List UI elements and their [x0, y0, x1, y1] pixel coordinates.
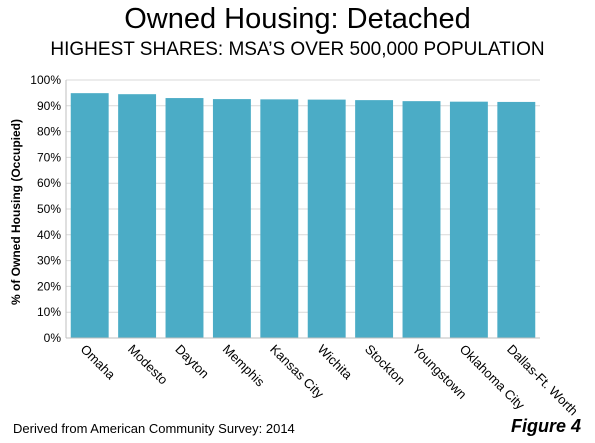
y-tick-label: 10% — [37, 305, 61, 319]
x-tick-label: Memphis — [220, 342, 268, 390]
y-tick-label: 40% — [37, 228, 61, 242]
bar — [70, 93, 109, 339]
y-tick-label: 90% — [37, 99, 61, 113]
chart-subtitle: HIGHEST SHARES: MSA’S OVER 500,000 POPUL… — [50, 39, 545, 60]
bar — [497, 101, 536, 339]
y-tick-label: 20% — [37, 279, 61, 293]
x-tick-label: Modesto — [125, 342, 171, 388]
y-axis-label: % of Owned Housing (Occupied) — [9, 119, 23, 305]
y-tick-label: 60% — [37, 176, 61, 190]
bar — [118, 94, 157, 338]
y-tick-label: 50% — [37, 202, 61, 216]
bar — [307, 99, 346, 338]
x-tick-labels: Omaha Modesto Dayton Memphis Kansas CityWich… — [78, 342, 581, 419]
y-tick-label: 70% — [37, 150, 61, 164]
y-tick-labels: 0% 10% 20% 30% 40% 50% 60% 70% 80% 90% 100% — [30, 73, 61, 345]
source-note: Derived from American Community Survey: … — [13, 421, 295, 436]
bar — [355, 100, 394, 339]
x-tick-label: Stockton — [362, 342, 408, 388]
axes — [65, 80, 540, 339]
y-tick-label: 30% — [37, 254, 61, 268]
bars — [70, 93, 536, 339]
chart-title: Owned Housing: Detached — [124, 3, 471, 35]
y-tick-label: 0% — [44, 331, 62, 345]
bar — [402, 101, 441, 338]
figure-label: Figure 4 — [510, 416, 581, 436]
y-tick-label: 80% — [37, 125, 61, 139]
x-tick-label: Omaha — [78, 342, 119, 383]
x-tick-label: Dayton — [172, 342, 212, 382]
bar — [449, 101, 488, 338]
bar — [212, 99, 251, 338]
bar — [165, 98, 204, 338]
x-tick-label: Wichita — [315, 342, 356, 383]
bar — [260, 99, 299, 338]
y-tick-label: 100% — [30, 73, 61, 87]
